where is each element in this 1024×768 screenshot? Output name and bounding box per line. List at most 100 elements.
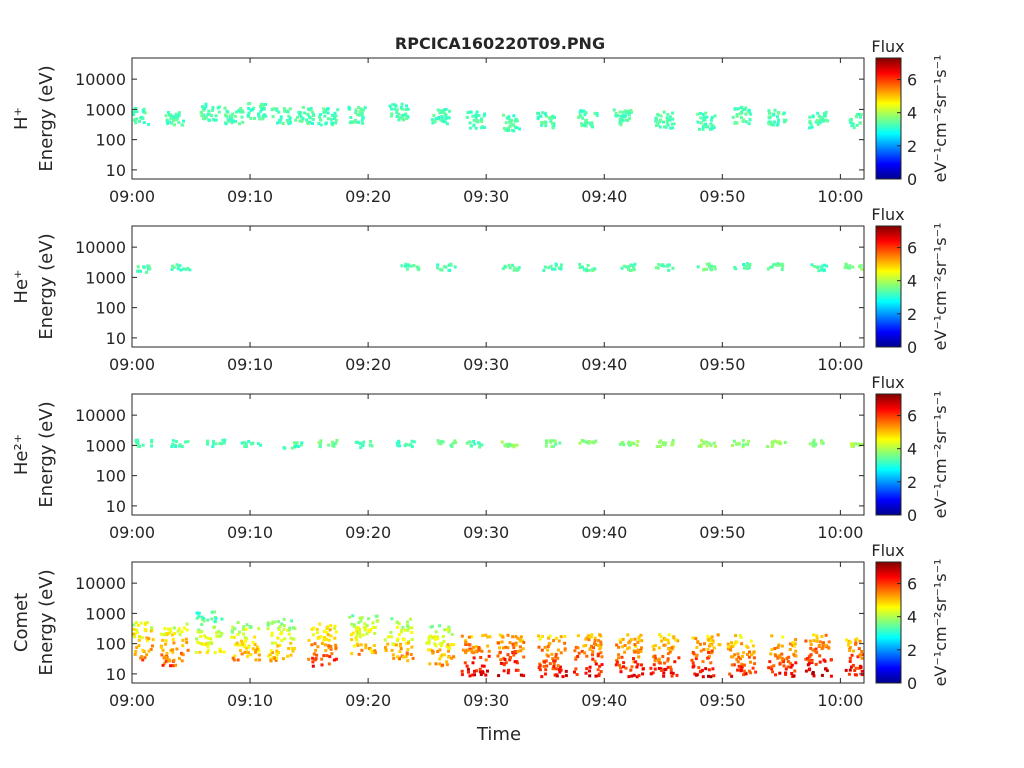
data-cell — [332, 442, 336, 446]
data-cell — [559, 263, 563, 267]
data-cell — [518, 127, 521, 131]
data-cell — [507, 126, 510, 130]
data-cell — [404, 108, 408, 112]
data-cell — [811, 672, 815, 676]
data-cell — [729, 645, 733, 649]
data-cell — [545, 441, 548, 445]
data-cell — [132, 632, 136, 636]
data-cell — [318, 113, 322, 116]
data-cell — [574, 667, 578, 671]
data-cell — [232, 635, 236, 639]
data-cell — [269, 649, 273, 653]
data-cell — [240, 639, 243, 643]
data-cell — [675, 673, 679, 677]
data-cell — [145, 621, 149, 625]
data-cell — [247, 645, 251, 649]
data-cell — [511, 263, 515, 267]
data-cell — [372, 644, 376, 647]
data-cell — [205, 651, 209, 655]
data-cell — [506, 633, 510, 637]
data-cell — [749, 671, 753, 675]
data-cell — [768, 660, 772, 664]
y-tick-label: 1000 — [85, 436, 126, 455]
data-cell — [591, 269, 595, 273]
data-cell — [653, 667, 657, 671]
data-cell — [662, 264, 666, 268]
colorbar-title: Flux — [871, 373, 904, 392]
data-cell — [271, 115, 275, 119]
x-tick-label: 09:30 — [463, 187, 509, 206]
data-cell — [136, 443, 140, 447]
data-cell — [773, 120, 776, 124]
data-cell — [770, 634, 774, 638]
data-cell — [365, 624, 369, 628]
y-tick-label: 10 — [106, 665, 126, 684]
data-cell — [615, 643, 619, 647]
data-cell — [501, 267, 505, 271]
data-cell — [658, 120, 662, 124]
data-cell — [853, 673, 857, 677]
data-cell — [701, 660, 705, 664]
data-cell — [241, 627, 245, 631]
colorbar-units-label: eV⁻¹cm⁻²sr⁻¹s⁻¹ — [931, 55, 950, 183]
data-cell — [172, 664, 175, 668]
data-cell — [768, 122, 771, 126]
data-cell — [514, 668, 518, 672]
data-cell — [441, 440, 445, 444]
data-cell — [223, 106, 227, 110]
data-cell — [503, 265, 507, 269]
data-cell — [794, 638, 798, 642]
data-cell — [776, 115, 779, 119]
data-cell — [137, 638, 141, 642]
data-cell — [730, 641, 733, 645]
data-cell — [202, 619, 206, 623]
data-cell — [243, 650, 247, 654]
data-cell — [781, 635, 785, 639]
data-cell — [504, 128, 508, 132]
data-cell — [325, 654, 329, 658]
data-cell — [142, 121, 146, 125]
data-cell — [161, 638, 165, 642]
data-cell — [547, 636, 551, 640]
data-cell — [406, 628, 410, 632]
data-cell — [590, 121, 594, 125]
data-cell — [202, 108, 206, 112]
data-cell — [410, 445, 414, 449]
data-cell — [271, 641, 274, 645]
data-cell — [132, 627, 136, 631]
data-cell — [395, 625, 399, 629]
data-cell — [233, 114, 237, 118]
data-cell — [397, 439, 401, 443]
data-cell — [438, 642, 442, 646]
data-cell — [507, 668, 511, 672]
data-cell — [855, 115, 858, 119]
data-cell — [735, 121, 739, 125]
data-cell — [132, 110, 136, 114]
data-cell — [543, 660, 547, 664]
data-cell — [206, 442, 209, 446]
data-cell — [808, 115, 812, 119]
data-cell — [431, 651, 435, 655]
data-cell — [136, 269, 140, 273]
data-cell — [271, 656, 275, 660]
data-cell — [488, 635, 492, 639]
data-cell — [733, 653, 737, 657]
data-cell — [857, 647, 861, 651]
data-cell — [282, 627, 286, 631]
data-cell — [486, 644, 490, 648]
data-cell — [662, 120, 665, 124]
data-cell — [279, 115, 283, 119]
data-cell — [242, 643, 246, 647]
data-cell — [658, 445, 662, 448]
data-cell — [290, 446, 294, 450]
data-cell — [201, 616, 205, 620]
data-cell — [694, 654, 698, 658]
data-cell — [737, 655, 741, 659]
data-cell — [197, 615, 201, 619]
data-cell — [396, 637, 400, 641]
data-cell — [487, 649, 491, 653]
data-cell — [440, 268, 444, 272]
data-cell — [171, 650, 175, 654]
data-cell — [207, 636, 211, 640]
